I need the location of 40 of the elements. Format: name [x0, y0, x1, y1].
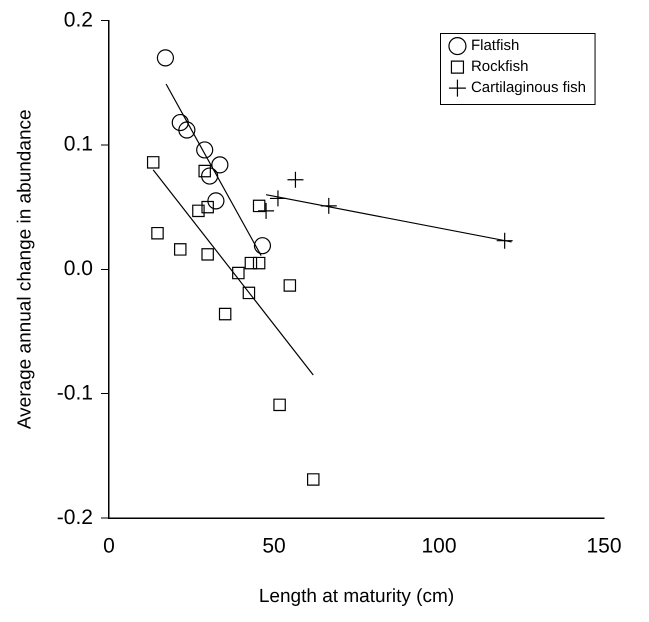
y-tick-label: 0.1 — [64, 132, 93, 156]
point — [211, 156, 228, 174]
legend-label: Flatfish — [470, 37, 520, 54]
point — [269, 190, 287, 208]
point — [218, 308, 232, 320]
point — [286, 171, 304, 188]
point — [244, 256, 258, 270]
y-axis-title: Average annual change in abundance — [14, 109, 36, 430]
point — [201, 200, 214, 214]
point — [192, 204, 205, 218]
x-tick-label: 100 — [421, 534, 457, 558]
point — [207, 192, 225, 210]
point — [178, 121, 196, 139]
legend-label: Cartilaginous fish — [470, 79, 586, 96]
y-tick-label: -0.2 — [56, 506, 93, 529]
y-tick-label: 0.0 — [64, 257, 93, 280]
point — [257, 202, 275, 220]
legend-label: Rockfish — [470, 58, 528, 76]
x-tick-label: 0 — [103, 534, 115, 558]
point — [156, 49, 174, 67]
point — [232, 266, 245, 280]
point — [172, 114, 189, 132]
y-tick-label: -0.1 — [56, 381, 93, 404]
point — [254, 237, 272, 254]
point — [273, 398, 286, 412]
point — [252, 256, 266, 270]
point — [146, 156, 160, 169]
point — [201, 167, 218, 185]
x-axis-title: Length at maturity (cm) — [258, 586, 454, 607]
x-tick-label: 50 — [262, 534, 286, 558]
point — [151, 226, 164, 240]
point — [196, 141, 214, 159]
point — [307, 473, 320, 486]
point — [201, 248, 214, 261]
x-tick-label: 150 — [586, 534, 622, 558]
point — [242, 286, 256, 300]
point — [174, 243, 187, 256]
point — [252, 200, 266, 212]
point — [284, 279, 296, 292]
y-tick-label: 0.2 — [64, 8, 93, 32]
